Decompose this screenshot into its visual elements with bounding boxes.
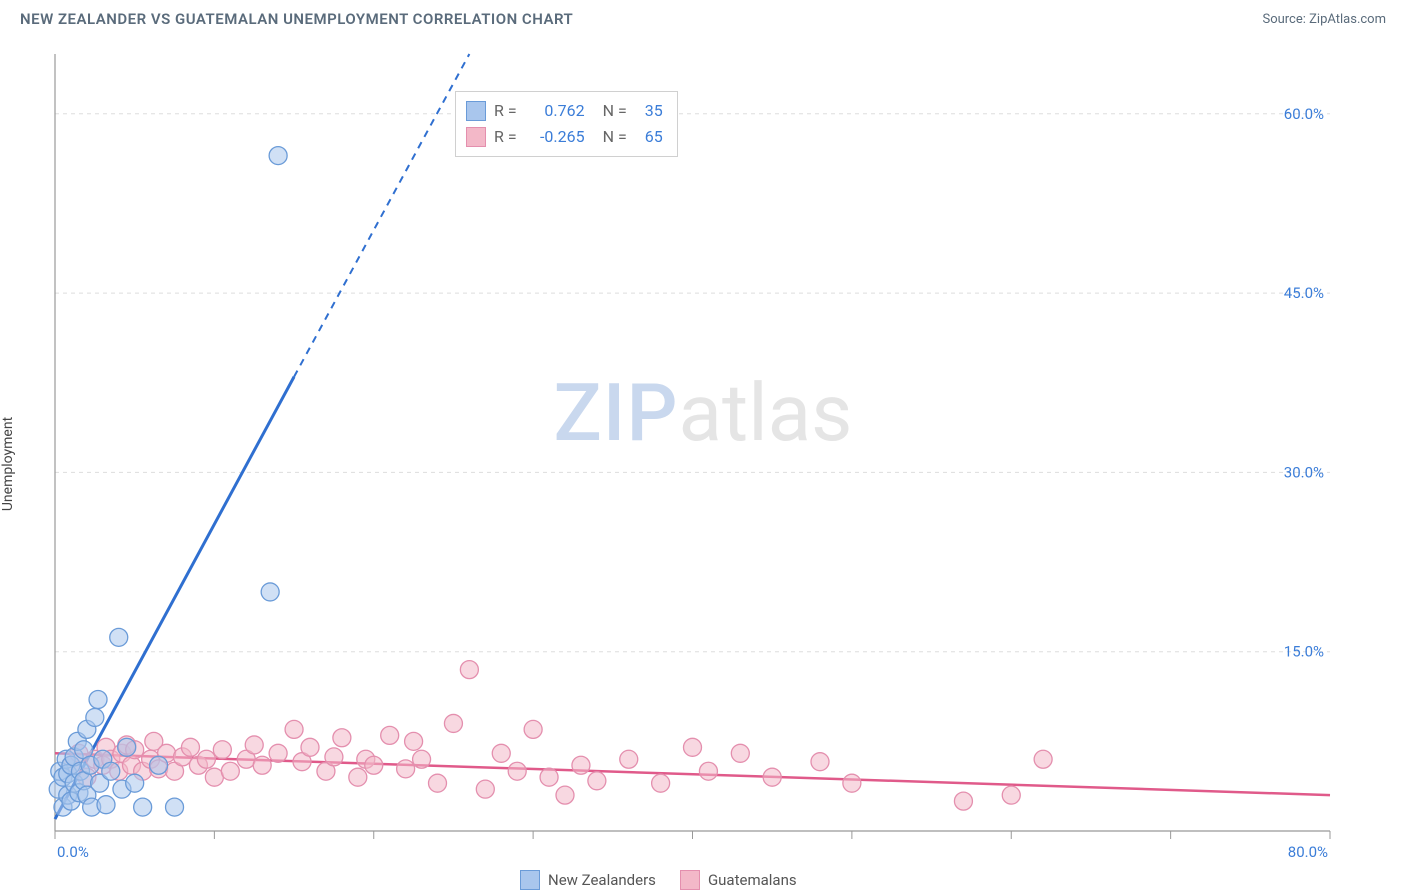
svg-text:0.0%: 0.0% [57, 843, 89, 861]
stat-n-label: N = [603, 124, 627, 150]
legend-swatch [520, 870, 540, 890]
legend-label: Guatemalans [708, 871, 797, 889]
stat-n-value: 65 [635, 124, 663, 150]
chart-header: NEW ZEALANDER VS GUATEMALAN UNEMPLOYMENT… [0, 0, 1406, 36]
scatter-plot-svg: 15.0% 30.0% 45.0% 60.0% 0.0% 80.0% [0, 36, 1406, 892]
correlation-stats-box: R = 0.762 N = 35 R = -0.265 N = 65 [455, 91, 678, 157]
y-axis-label: Unemployment [0, 417, 16, 511]
stat-r-label: R = [494, 98, 517, 124]
chart-area: Unemployment ZIPatlas 15.0%30.0%45.0%60.… [0, 36, 1406, 892]
svg-text:80.0%: 80.0% [1288, 843, 1328, 861]
stat-n-label: N = [603, 98, 627, 124]
stat-r-value: -0.265 [525, 124, 585, 150]
stats-row: R = -0.265 N = 65 [466, 124, 663, 150]
stat-n-value: 35 [635, 98, 663, 124]
legend-swatch [680, 870, 700, 890]
legend-item: Guatemalans [680, 870, 797, 890]
svg-text:15.0%: 15.0% [1284, 643, 1324, 661]
source-name: ZipAtlas.com [1309, 12, 1386, 27]
svg-text:30.0%: 30.0% [1284, 463, 1324, 481]
series-legend: New Zealanders Guatemalans [520, 870, 797, 890]
stat-r-label: R = [494, 124, 517, 150]
source-prefix: Source: [1262, 12, 1309, 27]
stat-r-value: 0.762 [525, 98, 585, 124]
svg-text:45.0%: 45.0% [1284, 284, 1324, 302]
source-attribution: Source: ZipAtlas.com [1262, 12, 1386, 27]
legend-item: New Zealanders [520, 870, 656, 890]
legend-swatch [466, 101, 486, 121]
stats-row: R = 0.762 N = 35 [466, 98, 663, 124]
chart-title: NEW ZEALANDER VS GUATEMALAN UNEMPLOYMENT… [20, 10, 573, 28]
legend-label: New Zealanders [548, 871, 656, 889]
svg-text:60.0%: 60.0% [1284, 105, 1324, 123]
legend-swatch [466, 127, 486, 147]
